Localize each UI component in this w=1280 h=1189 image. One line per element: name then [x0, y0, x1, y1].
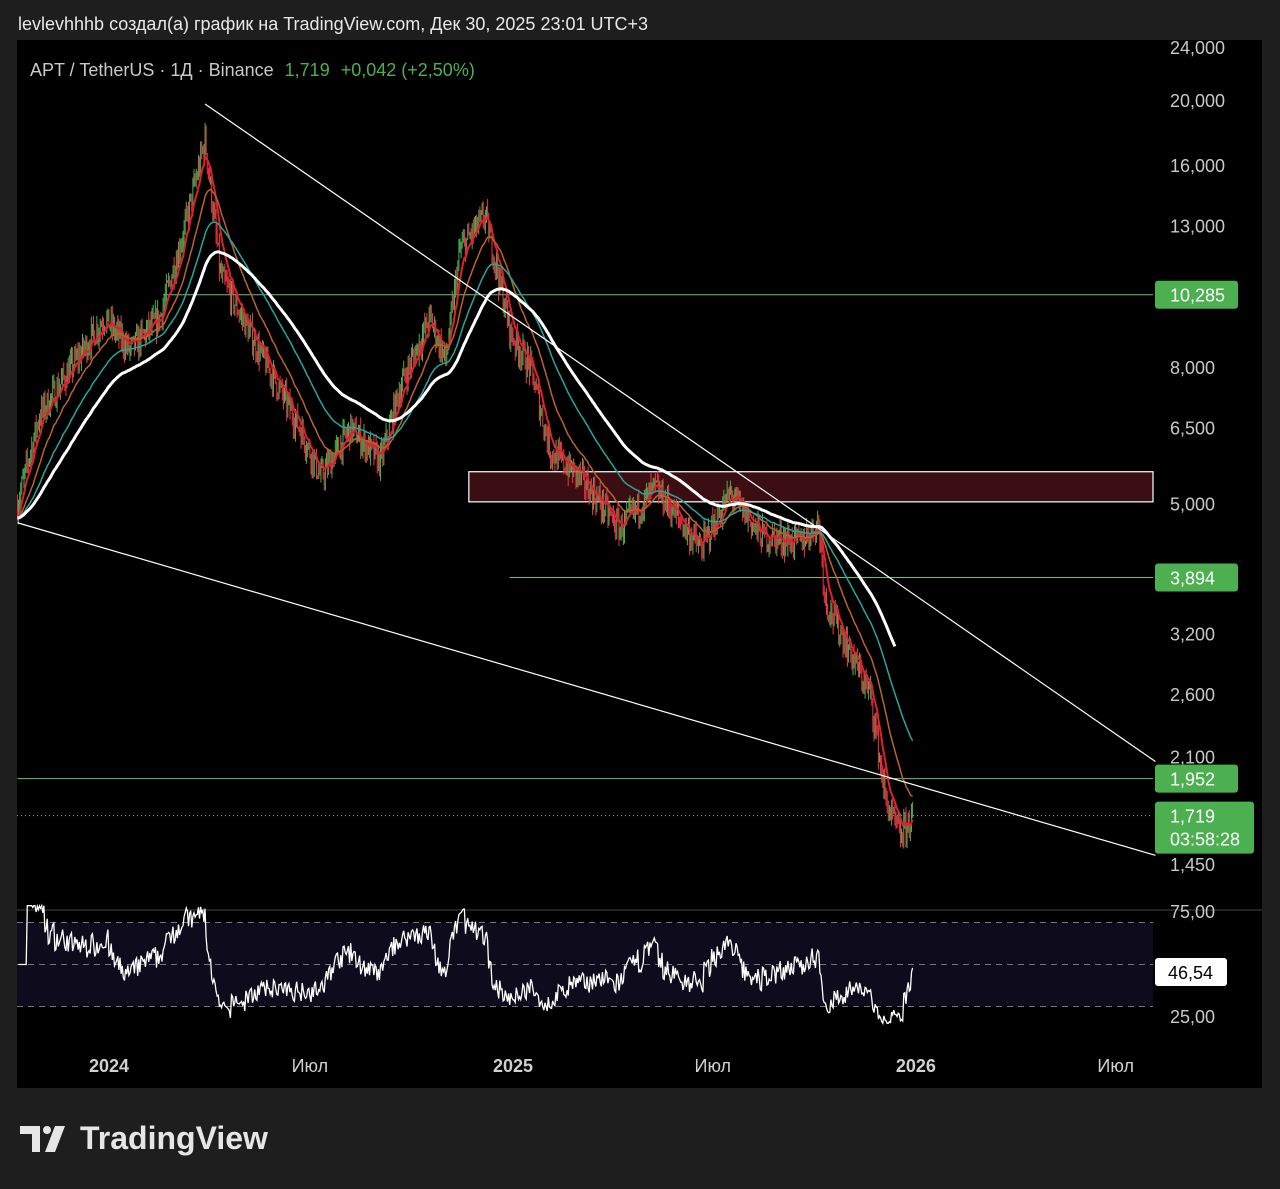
level-price-label: 10,285: [1170, 286, 1225, 306]
rsi-value-badge: [1155, 958, 1227, 986]
price-axis-label: 3,200: [1170, 625, 1215, 645]
chart-caption: levlevhhhb создал(а) график на TradingVi…: [18, 14, 648, 34]
trendline: [204, 103, 1156, 763]
rsi-axis-label: 75,00: [1170, 902, 1215, 922]
time-axis-label: Июл: [1097, 1056, 1134, 1076]
ma-medium: [17, 188, 913, 798]
price-change: +0,042 (+2,50%): [340, 60, 475, 80]
time-axis-label: Июл: [292, 1056, 329, 1076]
rsi-value-label: 46,54: [1168, 963, 1213, 983]
resistance-zone: [468, 471, 1154, 503]
last-price-badge: [1155, 801, 1254, 854]
price-axis-label: 24,000: [1170, 38, 1225, 58]
price-axis-label: 8,000: [1170, 358, 1215, 378]
time-axis-label: 2024: [89, 1056, 129, 1076]
tradingview-logo-icon: [20, 1125, 65, 1152]
level-price-label-bg: [1155, 764, 1238, 793]
ma-slow: [17, 221, 914, 742]
last-price: 1,719: [284, 60, 330, 80]
trendline: [17, 522, 1156, 856]
level-price-label-bg: [1155, 280, 1238, 309]
time-axis-label: 2025: [493, 1056, 533, 1076]
symbol-info: APT / TetherUS · 1Д · Binance: [30, 60, 274, 80]
price-axis-label: 16,000: [1170, 156, 1225, 176]
chart-area[interactable]: [17, 40, 1262, 1088]
symbol-legend: APT / TetherUS · 1Д · Binance 1,719 +0,0…: [30, 60, 475, 81]
price-axis-label: 13,000: [1170, 216, 1225, 236]
price-axis-label: 20,000: [1170, 91, 1225, 111]
price-axis-label: 5,000: [1170, 495, 1215, 515]
ma-fast: [17, 156, 914, 827]
price-axis-label: 6,500: [1170, 418, 1215, 438]
price-axis-label: 2,100: [1170, 747, 1215, 767]
time-axis-label: 2026: [896, 1056, 936, 1076]
brand-name: TradingView: [80, 1120, 268, 1156]
rsi-axis-label: 25,00: [1170, 1007, 1215, 1027]
level-price-label: 1,952: [1170, 770, 1215, 790]
time-axis-label: Июл: [695, 1056, 732, 1076]
candle-countdown: 03:58:28: [1170, 830, 1240, 850]
tradingview-logo: TradingView: [20, 1120, 268, 1157]
last-price-label: 1,719: [1170, 807, 1215, 827]
price-axis-label: 1,450: [1170, 855, 1215, 875]
rsi-line: [18, 903, 914, 1026]
level-price-label: 3,894: [1170, 569, 1215, 589]
price-axis-label: 2,600: [1170, 685, 1215, 705]
level-price-label-bg: [1155, 563, 1238, 592]
ma-long: [17, 250, 897, 647]
